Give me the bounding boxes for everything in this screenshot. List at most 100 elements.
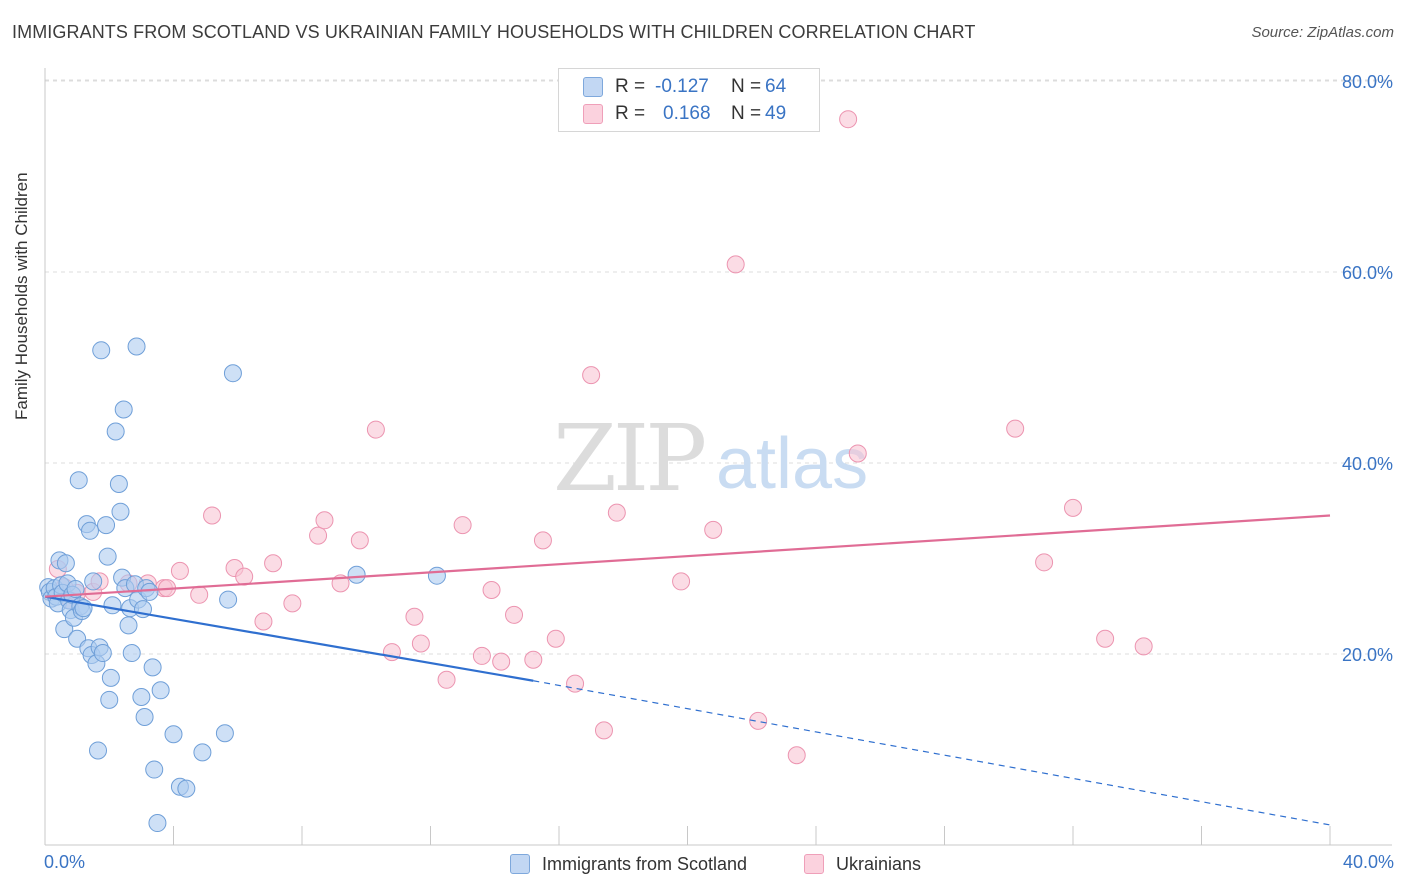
axis-layer	[44, 68, 1392, 846]
point-ukrainians	[190, 585, 209, 604]
point-scotland	[145, 760, 164, 779]
watermark: ZIP atlas	[553, 405, 868, 512]
legend-r-label: R =	[615, 76, 646, 97]
y-tick-label: 40.0%	[1342, 454, 1393, 474]
point-scotland	[223, 364, 242, 383]
point-ukrainians	[366, 420, 385, 439]
y-axis-label: Family Households with Children	[12, 172, 31, 420]
y-tick-labels: 20.0% 40.0% 60.0% 80.0%	[1342, 72, 1393, 665]
legend-r-label: R =	[615, 103, 646, 124]
point-ukrainians	[235, 567, 254, 586]
point-ukrainians	[839, 110, 858, 129]
y-tick-label: 60.0%	[1342, 263, 1393, 283]
point-scotland	[122, 644, 141, 663]
point-ukrainians	[607, 503, 626, 522]
point-scotland	[106, 422, 125, 441]
point-scotland	[151, 681, 170, 700]
point-ukrainians	[1134, 637, 1153, 656]
point-scotland	[103, 596, 122, 615]
legend-n-label: N =	[731, 103, 762, 124]
point-ukrainians	[749, 711, 768, 730]
chart-title: IMMIGRANTS FROM SCOTLAND VS UKRAINIAN FA…	[12, 22, 976, 42]
point-scotland	[193, 743, 212, 762]
point-scotland	[97, 516, 116, 535]
trend-layer	[44, 514, 1331, 826]
point-ukrainians	[283, 594, 302, 613]
point-ukrainians	[472, 646, 491, 665]
grid-layer	[45, 79, 1392, 655]
point-ukrainians	[350, 531, 369, 550]
bottom-legend-label-scotland: Immigrants from Scotland	[542, 853, 748, 874]
watermark-zip: ZIP	[553, 405, 704, 512]
legend-n-value: 49	[765, 103, 787, 124]
point-scotland	[135, 708, 154, 727]
legend-r-value: 0.168	[663, 103, 711, 124]
point-scotland	[111, 502, 130, 521]
trendline-scotland	[44, 595, 534, 682]
point-scotland	[177, 779, 196, 798]
point-scotland	[100, 690, 119, 709]
point-scotland	[84, 572, 103, 591]
bottom-legend-swatch-ukrainians	[804, 854, 824, 874]
x-tick-label-min: 0.0%	[44, 852, 86, 872]
point-scotland	[69, 471, 88, 490]
point-scotland	[132, 687, 151, 706]
point-scotland	[66, 580, 85, 599]
point-ukrainians	[726, 255, 745, 274]
point-ukrainians	[1006, 419, 1025, 438]
point-ukrainians	[170, 561, 189, 580]
point-ukrainians	[1096, 629, 1115, 648]
point-scotland	[80, 521, 99, 540]
bottom-legend-label-ukrainians: Ukrainians	[836, 853, 922, 874]
y-tick-label: 20.0%	[1342, 645, 1393, 665]
point-scotland	[119, 616, 138, 635]
point-scotland	[55, 620, 74, 639]
correlation-legend: R = -0.127 N = 64 R = 0.168 N = 49	[558, 68, 820, 132]
point-ukrainians	[315, 511, 334, 530]
point-scotland	[347, 565, 366, 584]
legend-swatch-ukrainians	[583, 104, 603, 124]
point-ukrainians	[546, 629, 565, 648]
point-scotland	[140, 582, 159, 601]
y-tick-label: 80.0%	[1342, 72, 1393, 92]
legend-n-label: N =	[731, 76, 762, 97]
point-scotland	[127, 337, 146, 356]
legend-r-value: -0.127	[655, 76, 709, 97]
point-scotland	[109, 475, 128, 494]
point-ukrainians	[1064, 498, 1082, 517]
point-scotland	[427, 566, 446, 585]
point-scotland	[164, 725, 183, 744]
point-ukrainians	[704, 520, 723, 539]
point-ukrainians	[203, 506, 222, 525]
bottom-legend-scotland: Immigrants from Scotland	[510, 852, 747, 876]
bottom-legend-swatch-scotland	[510, 854, 530, 874]
point-scotland	[56, 554, 75, 573]
point-ukrainians	[405, 607, 424, 626]
point-ukrainians	[582, 366, 601, 385]
point-ukrainians	[672, 572, 691, 591]
bottom-legend-ukrainians: Ukrainians	[804, 852, 921, 876]
point-ukrainians	[848, 444, 867, 463]
legend-row-scotland: R = -0.127 N = 64	[583, 75, 786, 99]
point-ukrainians	[254, 612, 273, 631]
point-scotland	[93, 644, 112, 663]
x-tick-label-max: 40.0%	[1342, 852, 1394, 872]
point-scotland	[114, 400, 133, 419]
legend-n-value: 64	[765, 76, 787, 97]
watermark-atlas: atlas	[716, 424, 868, 504]
trendline-ukrainians	[44, 514, 1331, 598]
point-ukrainians	[309, 526, 328, 545]
point-scotland	[143, 658, 162, 677]
point-ukrainians	[482, 581, 501, 600]
point-scotland	[215, 724, 234, 743]
point-ukrainians	[411, 634, 430, 653]
point-ukrainians	[1035, 553, 1054, 572]
point-ukrainians	[453, 516, 472, 535]
point-ukrainians	[787, 746, 806, 765]
point-scotland	[98, 547, 117, 566]
point-scotland	[92, 341, 111, 360]
source-label: Source: ZipAtlas.com	[1251, 24, 1394, 41]
point-scotland	[101, 668, 120, 687]
point-scotland	[89, 741, 108, 760]
